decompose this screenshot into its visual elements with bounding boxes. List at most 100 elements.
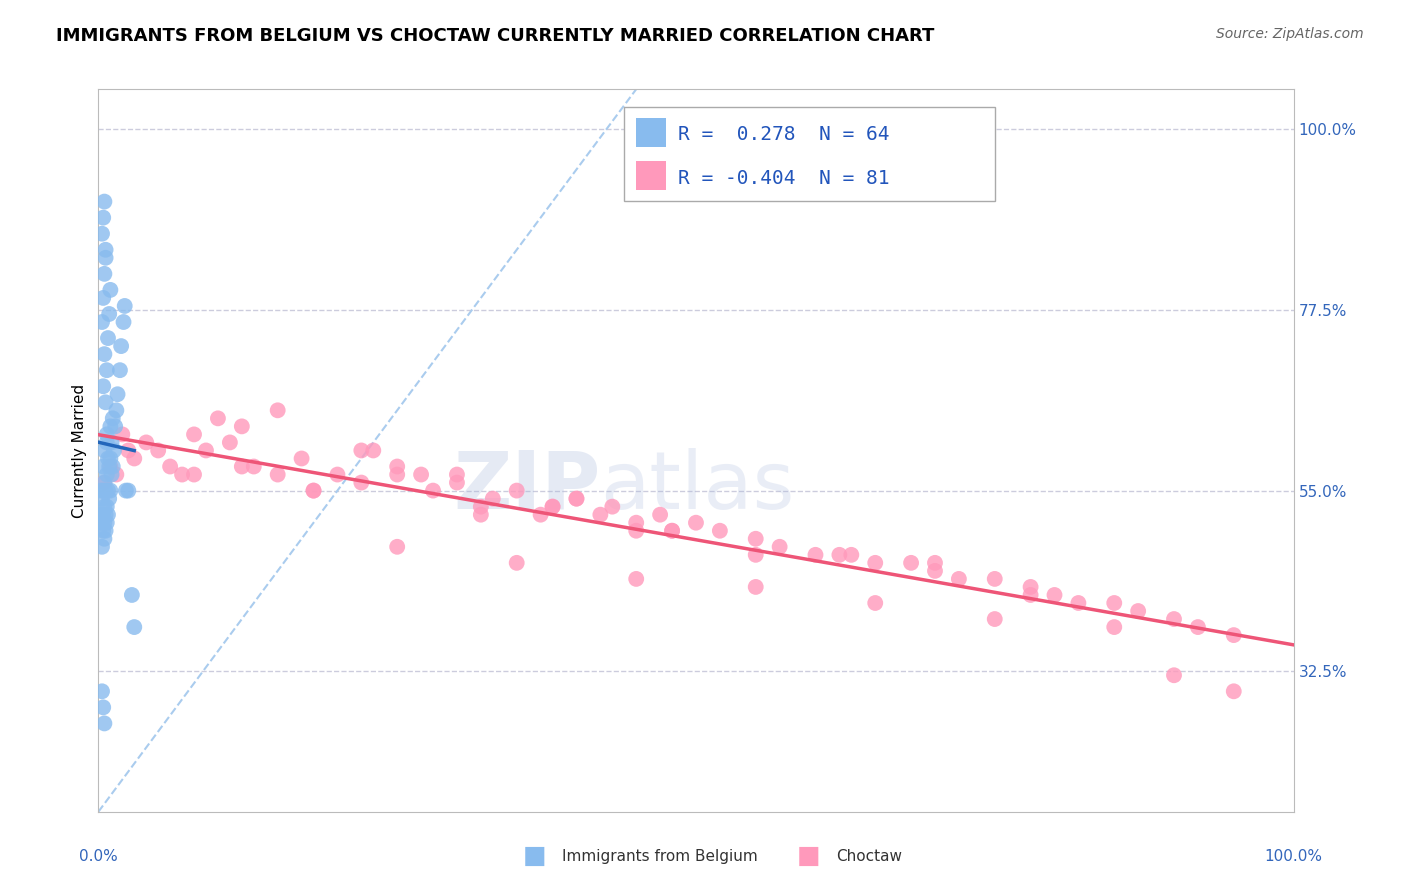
Point: [385, 459, 409, 474]
Point: [1104, 596, 1126, 610]
Text: 100.0%: 100.0%: [1264, 849, 1323, 863]
Point: [865, 596, 887, 610]
Point: [91, 483, 114, 498]
Text: R =  0.278  N = 64: R = 0.278 N = 64: [678, 125, 890, 145]
Point: [124, 451, 146, 466]
Point: [91, 379, 114, 393]
Point: [91, 211, 114, 225]
Point: [107, 387, 129, 401]
Point: [363, 443, 385, 458]
Point: [96, 363, 118, 377]
Point: [96, 500, 118, 514]
Point: [948, 572, 970, 586]
Point: [231, 459, 253, 474]
Point: [661, 524, 683, 538]
Point: [101, 411, 124, 425]
Point: [98, 283, 122, 297]
Point: [541, 500, 564, 514]
Point: [267, 467, 290, 482]
Point: [94, 524, 117, 538]
Point: [117, 483, 139, 498]
Point: [350, 475, 373, 490]
Point: [98, 419, 122, 434]
Text: Immigrants from Belgium: Immigrants from Belgium: [562, 849, 758, 863]
Point: [103, 443, 125, 458]
Point: [183, 467, 205, 482]
Point: [565, 491, 588, 506]
Point: [470, 500, 492, 514]
Point: [1019, 588, 1042, 602]
Point: [1067, 596, 1090, 610]
Point: [183, 427, 205, 442]
Point: [91, 524, 114, 538]
Point: [626, 572, 648, 586]
Text: 0.0%: 0.0%: [79, 849, 118, 863]
Point: [924, 564, 946, 578]
Point: [93, 443, 115, 458]
Point: [219, 435, 242, 450]
Point: [302, 483, 325, 498]
Point: [91, 459, 114, 474]
Point: [350, 443, 373, 458]
Point: [94, 395, 117, 409]
Point: [94, 483, 117, 498]
Point: [243, 459, 266, 474]
Point: [470, 508, 492, 522]
Point: [984, 572, 1007, 586]
Point: [91, 684, 114, 698]
Point: [97, 508, 120, 522]
Point: [267, 403, 290, 417]
Point: [1223, 628, 1246, 642]
Point: [1163, 668, 1185, 682]
Point: [91, 291, 114, 305]
Point: [446, 475, 468, 490]
Point: [481, 491, 505, 506]
Bar: [637, 118, 666, 147]
Point: [110, 339, 132, 353]
Point: [291, 451, 314, 466]
Point: [709, 524, 731, 538]
Point: [1223, 684, 1246, 698]
Text: Source: ZipAtlas.com: Source: ZipAtlas.com: [1216, 27, 1364, 41]
Point: [385, 467, 409, 482]
Text: ZIP: ZIP: [453, 448, 600, 525]
Point: [172, 467, 194, 482]
Point: [626, 524, 648, 538]
Point: [93, 267, 115, 281]
Point: [117, 443, 139, 458]
Point: [108, 363, 131, 377]
Point: [1187, 620, 1209, 634]
Point: [114, 299, 136, 313]
Point: [148, 443, 170, 458]
Point: [97, 451, 120, 466]
Point: [626, 516, 648, 530]
Point: [94, 251, 117, 265]
Point: [159, 459, 181, 474]
Point: [101, 459, 124, 474]
Point: [411, 467, 433, 482]
Point: [100, 435, 122, 450]
Point: [98, 459, 121, 474]
Point: [135, 435, 157, 450]
Text: Choctaw: Choctaw: [837, 849, 903, 863]
Point: [1104, 620, 1126, 634]
Point: [1019, 580, 1042, 594]
Point: [97, 483, 120, 498]
Point: [865, 556, 887, 570]
Point: [93, 500, 115, 514]
Point: [98, 307, 121, 321]
Point: [195, 443, 218, 458]
Point: [422, 483, 444, 498]
Point: [91, 700, 114, 714]
Point: [93, 475, 115, 490]
Text: ■: ■: [797, 845, 820, 868]
Text: atlas: atlas: [600, 448, 794, 525]
Point: [124, 620, 146, 634]
Point: [98, 451, 122, 466]
Point: [93, 347, 115, 361]
Point: [90, 508, 112, 522]
Point: [93, 475, 115, 490]
Text: R = -0.404  N = 81: R = -0.404 N = 81: [678, 169, 890, 187]
Point: [1163, 612, 1185, 626]
Point: [97, 331, 120, 345]
